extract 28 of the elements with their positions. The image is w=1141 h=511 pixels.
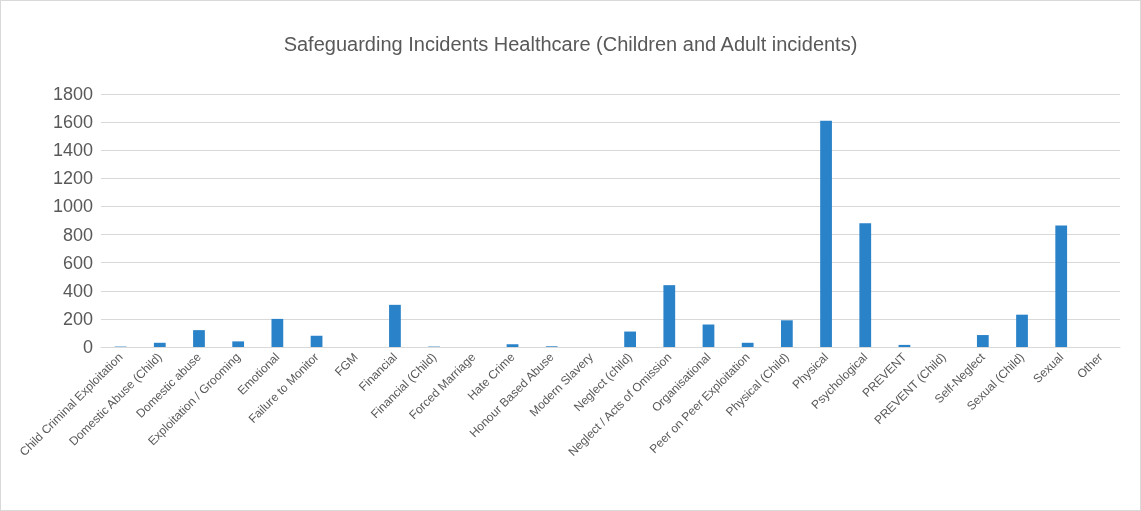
bar — [193, 330, 205, 347]
bar — [271, 318, 284, 347]
bar — [624, 331, 636, 347]
bar — [741, 342, 754, 347]
y-tick-label: 600 — [62, 252, 93, 273]
bar — [389, 304, 401, 347]
y-tick-label: 1200 — [52, 168, 93, 189]
bar — [820, 120, 832, 347]
bar — [1016, 314, 1028, 347]
y-tick-label: 1600 — [52, 112, 93, 133]
bar — [976, 335, 989, 347]
bar — [1055, 225, 1068, 347]
bar — [232, 341, 245, 347]
y-tick-label: 200 — [62, 308, 93, 329]
chart-title: Safeguarding Incidents Healthcare (Children and Adult incidents) — [283, 33, 858, 55]
bar — [859, 223, 872, 347]
bar — [310, 335, 323, 347]
bar — [506, 344, 519, 347]
bar — [663, 285, 676, 347]
y-tick-label: 0 — [82, 337, 93, 357]
y-tick-label: 1000 — [52, 196, 93, 217]
y-tick-label: 1400 — [52, 140, 93, 161]
bar — [780, 320, 793, 347]
y-tick-label: 800 — [62, 224, 93, 245]
y-tick-label: 400 — [62, 280, 93, 301]
bar — [702, 324, 715, 347]
bar — [153, 342, 166, 347]
y-tick-label: 1800 — [52, 84, 93, 104]
